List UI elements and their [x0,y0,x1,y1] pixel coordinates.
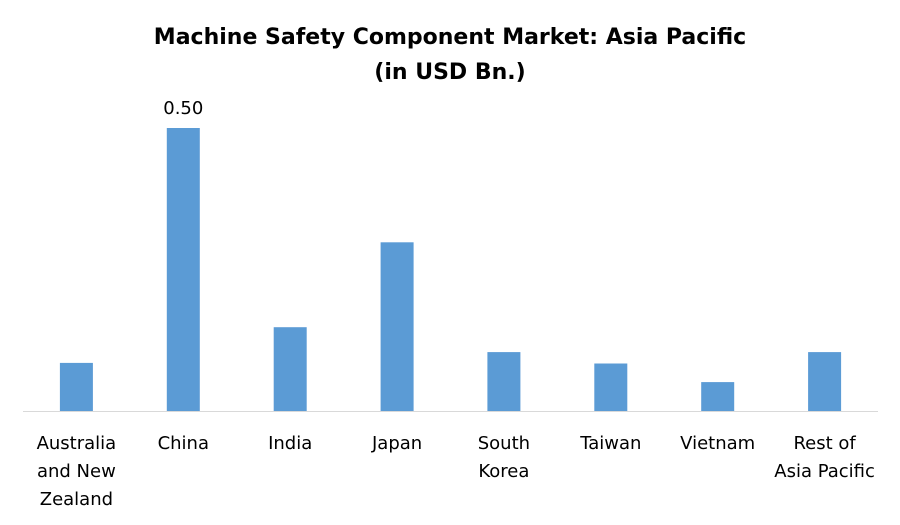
x-tick-label-line: Japan [371,433,422,454]
x-tick-labels: Australia and New Zealand China India Japan So… [37,433,875,510]
data-labels: 0.50 [163,98,203,119]
x-tick-label-line: Zealand [40,489,113,510]
x-tick-label-line: Asia Pacific [774,461,875,482]
x-tick-label-line: Taiwan [579,433,641,454]
x-tick-label-4: South Korea [478,433,530,482]
x-tick-label-line: China [158,433,209,454]
x-tick-label-0: Australia and New Zealand [37,433,117,510]
bar-0 [59,362,93,411]
x-tick-label-line: and New [37,461,116,482]
x-tick-label-line: India [268,433,312,454]
chart-subtitle: (in USD Bn.) [374,60,525,85]
data-label-1: 0.50 [163,98,203,119]
bar-4 [487,352,521,411]
x-tick-label-6: Vietnam [680,433,755,454]
bars-layer [59,128,842,411]
x-tick-label-2: India [268,433,312,454]
x-tick-label-line: Australia [37,433,117,454]
x-tick-label-5: Taiwan [579,433,641,454]
x-tick-label-line: Vietnam [680,433,755,454]
x-tick-label-3: Japan [371,433,422,454]
chart-title: Machine Safety Component Market: Asia Pa… [154,25,746,50]
bar-6 [701,382,735,411]
bar-5 [594,363,628,411]
x-tick-label-line: Rest of [793,433,856,454]
bar-3 [380,242,414,411]
x-tick-label-7: Rest of Asia Pacific [774,433,875,482]
bar-1 [166,128,200,411]
bar-2 [273,327,307,411]
x-tick-label-line: South [478,433,530,454]
bar-7 [808,352,842,411]
x-tick-label-line: Korea [478,461,529,482]
x-tick-label-1: China [158,433,209,454]
